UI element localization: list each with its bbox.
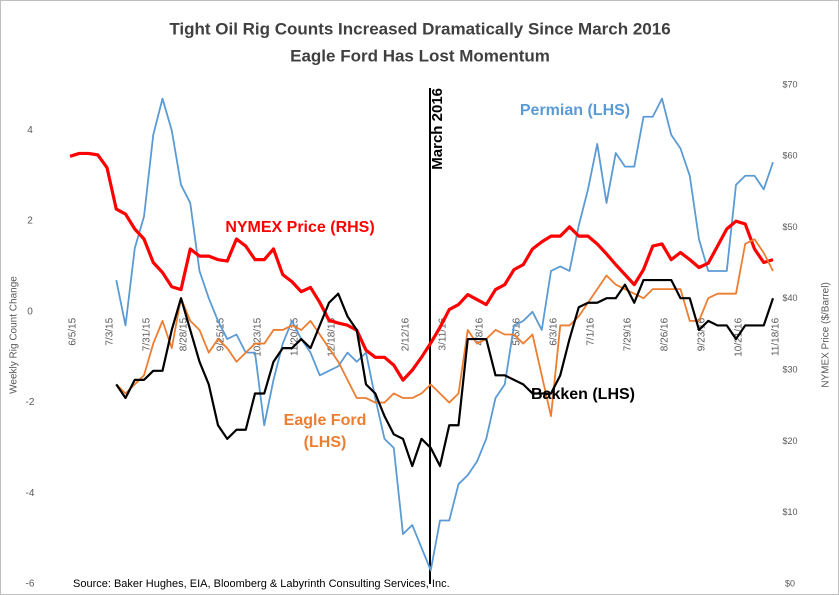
x-tick-label: 6/5/15: [68, 317, 79, 345]
x-tick-label: 2/12/16: [401, 317, 412, 351]
y2-tick-label: $50: [782, 222, 797, 232]
chart-title: Tight Oil Rig Counts Increased Dramatica…: [169, 19, 670, 38]
y-tick-label: 0: [27, 306, 33, 317]
y-tick-label: -2: [26, 397, 35, 408]
series-line: [115, 278, 775, 468]
x-tick-label: 5/6/16: [512, 317, 523, 345]
y-tick-label: -4: [26, 488, 35, 499]
x-tick-label: 7/29/16: [623, 317, 634, 351]
y2-tick-label: $60: [782, 151, 797, 161]
y-axis-label: Weekly Rig Count Change: [9, 276, 20, 394]
series-label: NYMEX Price (RHS): [225, 219, 375, 236]
y2-tick-label: $30: [782, 365, 797, 375]
x-tick-label: 11/18/16: [771, 317, 782, 356]
series-line: [69, 151, 774, 382]
x-tick-label: 3/11/16: [438, 317, 449, 350]
y2-axis-label: NYMEX Price ($/Barrel): [821, 282, 832, 388]
y2-tick-label: $0: [785, 578, 795, 588]
annotation-label: March 2016: [429, 88, 446, 170]
x-tick-label: 7/3/15: [105, 317, 116, 345]
x-tick-label: 8/26/16: [660, 317, 671, 351]
x-tick-label: 10/23/15: [253, 317, 264, 356]
series-label: Permian (LHS): [519, 102, 631, 119]
series-line: [115, 97, 774, 572]
x-tick-label: 9/23/16: [697, 317, 708, 351]
x-tick-label: 4/8/16: [475, 317, 486, 345]
y2-tick-label: $70: [782, 79, 797, 89]
series-line: [115, 238, 774, 418]
x-tick-label: 10/21/16: [734, 317, 745, 356]
y-tick-label: 2: [27, 216, 33, 227]
y-tick-label: -6: [26, 579, 35, 590]
y2-tick-label: $20: [782, 436, 797, 446]
x-tick-label: 11/20/15: [290, 317, 301, 356]
x-tick-label: 12/18/15: [327, 317, 338, 356]
series-label: Eagle Ford (LHS): [283, 412, 367, 451]
x-tick-label: 9/25/15: [216, 317, 227, 351]
x-tick-label: 8/28/15: [179, 317, 190, 351]
y-tick-label: 4: [27, 125, 33, 136]
source: Source: Baker Hughes, EIA, Bloomberg & L…: [73, 578, 450, 590]
x-tick-label: 7/31/15: [142, 317, 153, 351]
series-label: Bakken (LHS): [530, 386, 636, 403]
x-tick-label: 7/1/16: [586, 317, 597, 345]
y2-tick-label: $40: [782, 293, 797, 303]
x-tick-label: 6/3/16: [549, 317, 560, 345]
chart-subtitle: Eagle Ford Has Lost Momentum: [290, 46, 550, 65]
y2-tick-label: $10: [782, 507, 797, 517]
